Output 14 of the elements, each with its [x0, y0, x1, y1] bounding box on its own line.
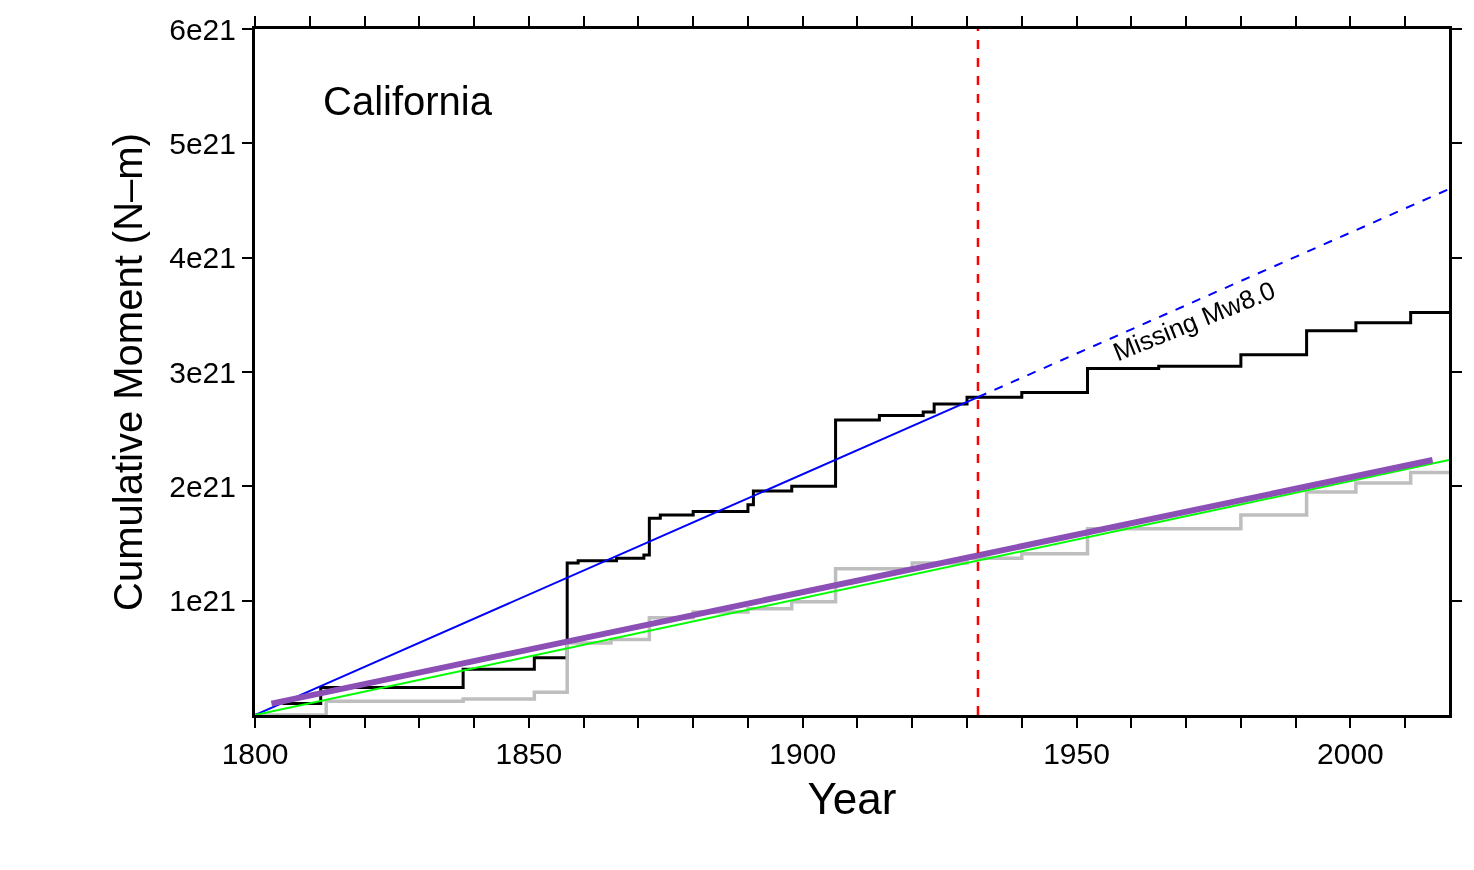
y-tick-label: 1e21: [169, 584, 236, 618]
x-tick-label: 1950: [1043, 737, 1110, 770]
x-tick-label: 1900: [769, 737, 837, 770]
y-tick-label: 3e21: [169, 355, 236, 389]
x-tick-label: 1850: [495, 737, 563, 770]
x-tick-label: 1800: [221, 737, 289, 770]
y-tick-label: 2e21: [169, 469, 236, 503]
annotation: California: [323, 79, 493, 123]
y-axis-title: Cumulative Moment (N–m): [105, 133, 150, 611]
x-axis-title: Year: [807, 774, 897, 824]
y-tick-label: 6e21: [169, 12, 236, 46]
y-tick-label: 5e21: [169, 126, 236, 160]
x-tick-label: 2000: [1317, 737, 1384, 770]
y-tick-label: 4e21: [169, 241, 236, 275]
